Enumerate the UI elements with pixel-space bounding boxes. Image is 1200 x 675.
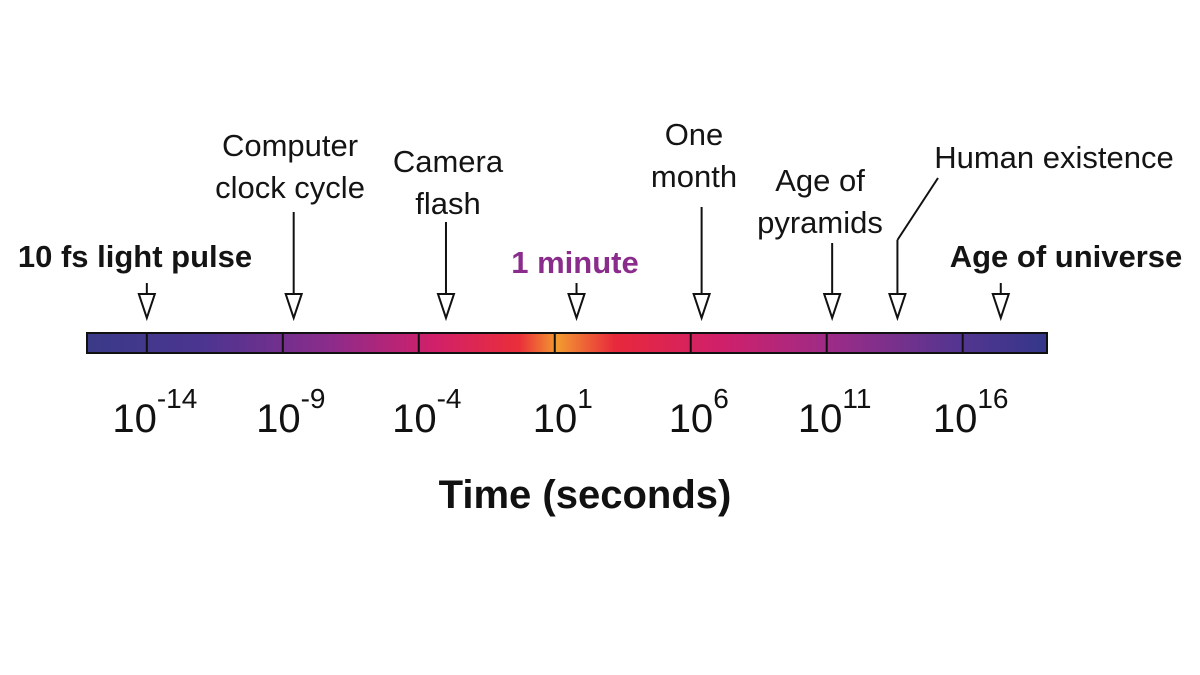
event-arrow [567,283,586,322]
arrow-head [567,293,586,322]
tick-label: 10-4 [392,383,461,441]
event-label: Computer [222,128,358,163]
arrow-head [888,293,907,322]
tick-base: 10 [533,397,578,441]
arrow-head [284,293,304,322]
event-label: Camera [393,144,504,179]
event-label: 1 minute [511,245,638,280]
axis-label: Time (seconds) [439,473,732,517]
arrow-head [137,293,157,322]
event-label: Human existence [934,140,1174,175]
event-arrow [822,243,842,322]
tick-label: 10-14 [112,383,197,441]
tick-base: 10 [933,397,978,441]
tick-exponent: 16 [977,383,1008,414]
tick-base: 10 [256,397,301,441]
tick-exponent: -9 [301,383,326,414]
tick-label: 101 [533,383,593,441]
event-arrow [137,283,157,322]
leader-line [896,177,939,241]
time-bar [86,332,1048,354]
event-arrow [888,240,907,322]
tick-exponent: 11 [842,383,871,414]
arrow-head [692,293,712,322]
event-label: Age of [775,163,865,198]
event-label: flash [415,186,480,221]
event-label: One [665,117,724,152]
tick-exponent: -14 [157,383,197,414]
event-arrow [991,283,1011,322]
tick-exponent: 6 [713,383,729,414]
tick-exponent: -4 [437,383,462,414]
event-label: pyramids [757,205,883,240]
tick-label: 1011 [798,383,872,441]
arrow-head [822,293,842,322]
event-arrow [692,207,712,322]
event-label: 10 fs light pulse [18,239,252,274]
arrow-head [436,293,456,322]
tick-exponent: 1 [577,383,593,414]
tick-label: 106 [669,383,729,441]
tick-base: 10 [798,397,843,441]
tick-base: 10 [669,397,714,441]
tick-base: 10 [112,397,157,441]
event-arrow [284,212,304,322]
arrow-head [991,293,1011,322]
event-label: clock cycle [215,170,365,205]
event-label: month [651,159,737,194]
event-arrow [436,222,456,322]
event-label: Age of universe [950,239,1183,274]
tick-base: 10 [392,397,437,441]
tick-label: 10-9 [256,383,325,441]
tick-label: 1016 [933,383,1009,441]
